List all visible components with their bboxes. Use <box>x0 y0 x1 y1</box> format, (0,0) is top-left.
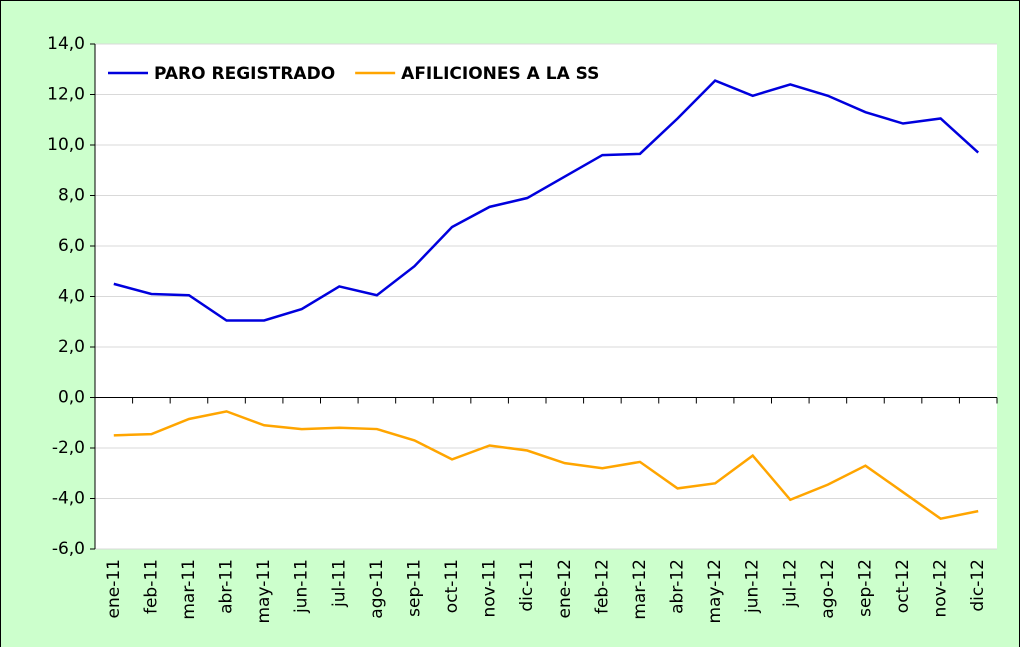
x-tick-label: nov-12 <box>931 559 951 618</box>
series-line <box>113 79 980 322</box>
x-tick-label: mar-11 <box>179 559 199 620</box>
y-tick-label: -6,0 <box>52 539 85 559</box>
y-tick-label: 4,0 <box>58 287 85 307</box>
series-line <box>113 410 979 521</box>
x-tick-label: nov-11 <box>480 559 500 618</box>
x-tick-label: dic-12 <box>968 559 988 612</box>
x-tick-label: jun-12 <box>743 559 763 614</box>
legend-label: PARO REGISTRADO <box>154 64 335 84</box>
x-tick-label: ago-11 <box>367 559 387 619</box>
x-tick-label: ene-11 <box>104 559 124 618</box>
x-tick-label: feb-12 <box>592 559 612 614</box>
x-tick-label: ago-12 <box>818 559 838 619</box>
x-tick-label: may-12 <box>705 559 725 624</box>
x-tick-label: ene-12 <box>555 559 575 618</box>
x-tick-label: jun-11 <box>292 559 312 614</box>
x-tick-label: mar-12 <box>630 559 650 620</box>
y-tick-label: -2,0 <box>52 438 85 458</box>
x-tick-label: abr-12 <box>668 559 688 614</box>
x-tick-label: sep-12 <box>855 559 875 617</box>
x-tick-label: feb-11 <box>141 559 161 614</box>
y-tick-label: 12,0 <box>47 85 85 105</box>
x-tick-label: oct-11 <box>442 559 462 613</box>
x-tick-label: abr-11 <box>217 559 237 614</box>
y-tick-label: 8,0 <box>58 186 85 206</box>
x-tick-label: sep-11 <box>404 559 424 617</box>
x-tick-label: jul-12 <box>780 559 800 608</box>
y-tick-label: 10,0 <box>47 135 85 155</box>
y-tick-label: 2,0 <box>58 337 85 357</box>
x-tick-label: jul-11 <box>329 559 349 608</box>
x-tick-label: dic-11 <box>517 559 537 612</box>
x-tick-label: oct-12 <box>893 559 913 613</box>
y-tick-label: -4,0 <box>52 489 85 509</box>
legend-label: AFILICIONES A LA SS <box>401 64 599 84</box>
y-tick-label: 6,0 <box>58 236 85 256</box>
x-tick-label: may-11 <box>254 559 274 624</box>
y-tick-label: 0,0 <box>58 388 85 408</box>
y-tick-label: 14,0 <box>47 34 85 54</box>
